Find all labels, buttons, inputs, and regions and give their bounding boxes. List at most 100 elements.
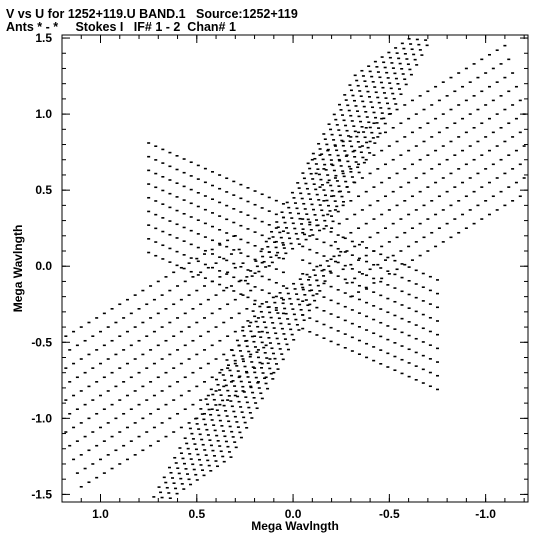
uv-point <box>187 478 191 481</box>
uv-point <box>102 344 106 347</box>
uv-point <box>322 255 326 257</box>
uv-point <box>384 195 388 198</box>
uv-point <box>172 482 176 485</box>
uv-point <box>226 399 230 401</box>
uv-point <box>292 313 296 316</box>
uv-point <box>75 376 79 379</box>
uv-point <box>329 231 333 233</box>
uv-point <box>169 471 173 474</box>
uv-point <box>133 326 137 328</box>
uv-point <box>380 213 384 216</box>
uv-point <box>202 349 206 351</box>
uv-point <box>235 421 239 423</box>
uv-point <box>175 182 179 184</box>
uv-point <box>204 398 208 400</box>
uv-point <box>255 351 259 353</box>
uv-point <box>337 185 341 187</box>
uv-point <box>357 298 361 301</box>
uv-point <box>129 344 133 347</box>
uv-point <box>236 426 240 428</box>
uv-point <box>387 107 391 110</box>
uv-point <box>364 286 368 289</box>
uv-point <box>487 85 491 88</box>
uv-point <box>372 291 376 293</box>
uv-point <box>195 289 199 292</box>
uv-point <box>262 346 266 349</box>
uv-point <box>268 367 272 370</box>
uv-point <box>372 263 376 266</box>
uv-point <box>350 268 354 270</box>
uv-point <box>414 379 418 381</box>
uv-point <box>435 279 439 281</box>
uv-point <box>400 276 404 279</box>
uv-point <box>102 408 106 411</box>
uv-point <box>267 278 271 281</box>
uv-point <box>441 81 445 83</box>
uv-point <box>216 383 220 386</box>
uv-point <box>379 267 383 269</box>
uv-point <box>227 451 231 453</box>
uv-point <box>189 202 193 205</box>
uv-point <box>464 163 468 166</box>
uv-point <box>371 137 375 139</box>
uv-point <box>270 230 274 233</box>
uv-point <box>268 311 272 314</box>
uv-point <box>464 99 468 102</box>
uv-point <box>267 337 271 339</box>
uv-point <box>350 281 354 284</box>
uv-point <box>281 244 285 246</box>
uv-point <box>333 241 337 243</box>
uv-point <box>147 224 151 226</box>
uv-point <box>365 260 369 263</box>
uv-point <box>288 297 292 300</box>
uv-point <box>83 339 87 342</box>
uv-point <box>347 109 351 112</box>
uv-point <box>453 90 457 93</box>
uv-point <box>350 295 354 298</box>
uv-point <box>324 169 328 171</box>
uv-point <box>176 381 180 383</box>
uv-point <box>336 261 340 264</box>
uv-point <box>83 403 87 406</box>
uv-point <box>215 465 219 468</box>
uv-point <box>461 181 465 184</box>
uv-point <box>349 114 353 117</box>
uv-point <box>312 269 316 271</box>
uv-point <box>83 467 87 470</box>
uv-point <box>271 296 275 299</box>
uv-point <box>271 352 275 355</box>
uv-point <box>225 204 229 207</box>
uv-point <box>322 133 326 135</box>
uv-point <box>414 351 418 354</box>
uv-point <box>476 108 480 111</box>
uv-point <box>242 335 246 337</box>
uv-point <box>449 76 453 79</box>
uv-point <box>308 284 312 286</box>
uv-point <box>410 131 414 134</box>
uv-point <box>379 335 383 338</box>
uv-point <box>299 308 303 311</box>
uv-point <box>211 266 215 269</box>
uv-point <box>353 245 357 248</box>
uv-point <box>336 316 340 319</box>
uv-point <box>211 253 215 255</box>
uv-point <box>164 435 168 438</box>
uv-point <box>426 154 430 156</box>
uv-point <box>388 56 392 59</box>
x-tick-label: -1.0 <box>475 507 496 521</box>
uv-point <box>328 270 332 273</box>
uv-point <box>285 287 289 290</box>
uv-point <box>349 168 353 170</box>
uv-point <box>393 300 397 303</box>
uv-point <box>407 375 411 378</box>
uv-point <box>160 358 164 360</box>
uv-point <box>341 140 345 143</box>
uv-point <box>330 215 334 217</box>
uv-point <box>322 310 326 312</box>
uv-point <box>222 321 226 324</box>
uv-point <box>118 335 122 337</box>
uv-point <box>356 84 360 87</box>
uv-point <box>75 440 79 442</box>
uv-point <box>373 86 377 88</box>
uv-point <box>355 79 359 82</box>
